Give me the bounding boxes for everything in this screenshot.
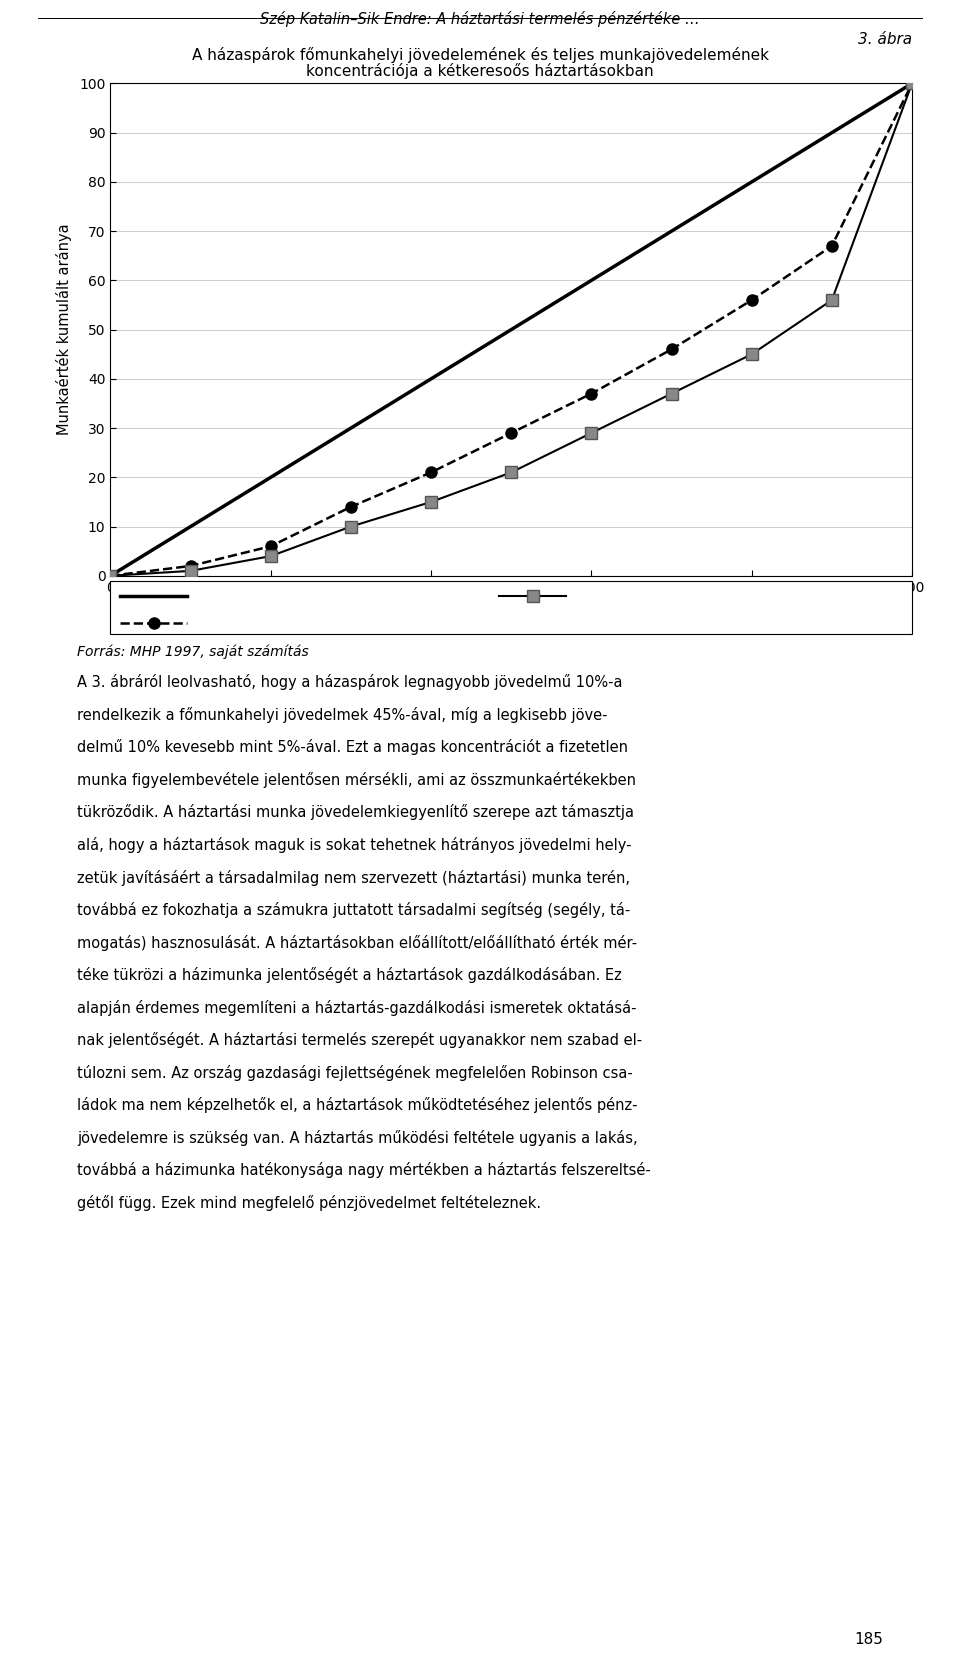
Text: ládok ma nem képzelhetők el, a háztartások működtetéséhez jelentős pénz-: ládok ma nem képzelhetők el, a háztartás… xyxy=(77,1098,637,1113)
Text: téke tükrözi a házimunka jelentőségét a háztartások gazdálkodásában. Ez: téke tükrözi a házimunka jelentőségét a … xyxy=(77,968,621,983)
Text: alá, hogy a háztartások maguk is sokat tehetnek hátrányos jövedelmi hely-: alá, hogy a háztartások maguk is sokat t… xyxy=(77,838,632,853)
Text: továbbá ez fokozhatja a számukra juttatott társadalmi segítség (segély, tá-: továbbá ez fokozhatja a számukra juttato… xyxy=(77,901,630,918)
Text: munka figyelembevétele jelentősen mérsékli, ami az összmunkaértékekben: munka figyelembevétele jelentősen mérsék… xyxy=(77,771,636,788)
Text: alapján érdemes megemlíteni a háztartás-gazdálkodási ismeretek oktatásá-: alapján érdemes megemlíteni a háztartás-… xyxy=(77,1000,636,1016)
Text: 3. ábra: 3. ábra xyxy=(858,32,912,47)
Text: jövedelemre is szükség van. A háztartás működési feltétele ugyanis a lakás,: jövedelemre is szükség van. A háztartás … xyxy=(77,1130,637,1147)
Text: A 3. ábráról leolvasható, hogy a házaspárok legnagyobb jövedelmű 10%-a: A 3. ábráról leolvasható, hogy a házaspá… xyxy=(77,674,622,691)
Text: Szép Katalin–Sik Endre: A háztartási termelés pénzértéke …: Szép Katalin–Sik Endre: A háztartási ter… xyxy=(260,10,700,27)
Text: A házaspárok főmunkahelyi jövedelemének és teljes munkajövedelemének: A házaspárok főmunkahelyi jövedelemének … xyxy=(191,47,769,63)
Text: rendelkezik a főmunkahelyi jövedelmek 45%-ával, míg a legkisebb jöve-: rendelkezik a főmunkahelyi jövedelmek 45… xyxy=(77,708,608,723)
Text: gétől függ. Ezek mind megfelelő pénzjövedelmet feltételeznek.: gétől függ. Ezek mind megfelelő pénzjöve… xyxy=(77,1195,540,1212)
Text: Házaspár összmunkaérték: Házaspár összmunkaérték xyxy=(197,616,372,629)
Text: 185: 185 xyxy=(854,1632,883,1647)
Text: Forrás: MHP 1997, saját számítás: Forrás: MHP 1997, saját számítás xyxy=(77,644,308,659)
Text: Egyenletes eloszlás: Egyenletes eloszlás xyxy=(197,589,327,603)
Text: nak jelentőségét. A háztartási termelés szerepét ugyanakkor nem szabad el-: nak jelentőségét. A háztartási termelés … xyxy=(77,1031,642,1048)
Text: zetük javításáért a társadalmilag nem szervezett (háztartási) munka terén,: zetük javításáért a társadalmilag nem sz… xyxy=(77,870,630,886)
Y-axis label: Munkaérték kumulált aránya: Munkaérték kumulált aránya xyxy=(57,224,72,436)
Text: koncentrációja a kétkeresoős háztartásokban: koncentrációja a kétkeresoős háztartások… xyxy=(306,63,654,80)
Text: Házaspár munkabér: Házaspár munkabér xyxy=(576,589,710,603)
Text: delmű 10% kevesebb mint 5%-ával. Ezt a magas koncentrációt a fizetetlen: delmű 10% kevesebb mint 5%-ával. Ezt a m… xyxy=(77,739,628,756)
Text: mogatás) hasznosulását. A háztartásokban előállított/előállítható érték mér-: mogatás) hasznosulását. A háztartásokban… xyxy=(77,935,636,951)
Text: továbbá a házimunka hatékonysága nagy mértékben a háztartás felszereltsé-: továbbá a házimunka hatékonysága nagy mé… xyxy=(77,1162,651,1178)
X-axis label: Háztartások kumulált aránya: Háztartások kumulált aránya xyxy=(405,601,617,618)
Text: túlozni sem. Az ország gazdasági fejlettségének megfelelően Robinson csa-: túlozni sem. Az ország gazdasági fejlett… xyxy=(77,1065,633,1082)
Text: tükröződik. A háztartási munka jövedelemkiegyenlítő szerepe azt támasztja: tükröződik. A háztartási munka jövedelem… xyxy=(77,804,634,821)
